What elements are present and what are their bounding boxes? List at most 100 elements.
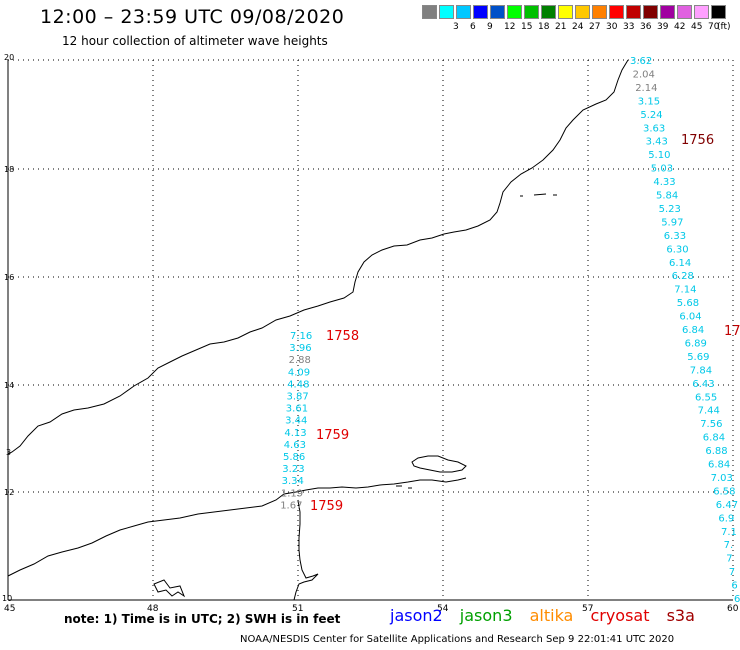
legend-tick-label: 9 [487,22,493,32]
swh-value: 2.04 [633,69,655,80]
lon-label: 54 [437,604,449,614]
african-coast [7,477,467,577]
lon-label: 51 [292,604,303,614]
swh-value: 5.03 [651,164,673,175]
swh-value: 4.33 [653,177,675,188]
legend-swatch [456,5,471,19]
swh-track-1758: 7.163.962.884.094.48 3.873.613.444.134.63… [280,331,312,511]
swh-value: 5.84 [656,191,678,202]
swh-value: 5.24 [640,110,662,121]
lat-label: 12 [4,488,14,497]
legend-swatch [643,5,658,19]
swh-value: 2.14 [635,83,657,94]
legend-tick-label: 15 [521,22,533,32]
track-time-1758: 1758 [326,329,359,344]
legend-swatch [558,5,573,19]
legend-tick-label: 24 [572,22,584,32]
swh-value: 6.14 [669,258,691,269]
sat-jason2: jason2 [390,606,443,625]
swh-value: 6.9 [718,513,734,524]
legend-swatch [626,5,641,19]
track-time-edge: 17 [724,324,740,339]
legend-swatch [711,5,726,19]
swh-value: 6.55 [695,392,717,403]
swh-value: 6.30 [666,244,688,255]
swh-value: 6.88 [705,446,727,457]
swh-value: 6.47 [716,500,738,511]
sat-s3a: s3a [666,606,695,625]
legend-swatch [609,5,624,19]
swh-value: 5.97 [661,217,683,228]
legend-swatch [439,5,454,19]
swh-value: 4.63 [284,440,306,451]
swh-track-1756: 3.62 2.04 2.14 3.15 5.24 3.63 3.43 5.10 5.03 4.33… [630,56,740,605]
sat-cryosat: cryosat [590,606,650,625]
socotra-island [411,455,467,473]
legend-swatch [473,5,488,19]
swh-value: 5.68 [677,298,699,309]
swh-value: 4.09 [288,367,310,378]
swh-value: 3.44 [285,416,307,427]
legend-tick-label: 70 [708,22,720,32]
sat-altika: altika [529,606,574,625]
track-time-1759: 1759 [310,499,343,514]
swh-value: 6.43 [692,379,714,390]
map-subtitle: 12 hour collection of altimeter wave hei… [62,34,328,48]
lon-label: 60 [727,604,739,614]
legend-tick-label: 42 [674,22,686,32]
swh-value: 7.56 [700,419,722,430]
swh-value: 4.48 [287,379,309,390]
swh-value: 7.03 [711,473,733,484]
swh-value: 7.84 [690,365,712,376]
swh-value: 7. [724,540,734,551]
legend-tick-label: 27 [589,22,601,32]
legend-tick-label: 6 [470,22,476,32]
legend-swatch [592,5,607,19]
swh-value: 3.63 [643,123,665,134]
swh-value: 6.04 [679,312,701,323]
swh-value: 2.88 [289,355,311,366]
satellite-legend: jason2 jason3 altika cryosat s3a [390,606,707,625]
swh-value: 3.34 [282,476,304,487]
lat-label: 20 [4,53,14,62]
arabian-coast [7,59,629,455]
swh-value: 6.84 [703,433,725,444]
sat-jason3: jason3 [459,606,513,625]
lat-label: 18 [4,165,14,174]
swh-value: 3.15 [638,96,660,107]
map-title: 12:00 – 23:59 UTC 09/08/2020 [40,6,345,28]
swh-value: 3.23 [282,464,304,475]
legend-swatch [677,5,692,19]
legend-tick-label: 12 [504,22,516,32]
swh-value: 7.44 [698,406,720,417]
legend-swatch [422,5,437,19]
swh-value: 7 [729,567,735,578]
lat-label: 14 [4,381,14,390]
swh-value: 7.1 [721,527,737,538]
latitude-labels: 20 18 16 14 12 10 3 [2,53,14,603]
lon-label: 45 [4,604,15,614]
legend-tick-label: 21 [555,22,567,32]
legend-swatch [541,5,556,19]
swh-value: 3.61 [286,404,308,415]
lon-label: 48 [147,604,159,614]
swh-value: 7 [726,554,732,565]
swh-value: 5.86 [283,452,305,463]
credit-line: NOAA/NESDIS Center for Satellite Applica… [240,634,675,645]
legend-tick-label: 45 [691,22,703,32]
legend-tick-label: 18 [538,22,550,32]
swh-value: 7.14 [674,285,696,296]
swh-value: 6.33 [664,231,686,242]
legend-tick-label: 33 [623,22,635,32]
legend-unit: (ft) [717,22,731,32]
footer-note: note: 1) Time is in UTC; 2) SWH is in fe… [64,612,341,626]
legend-swatch [490,5,505,19]
swh-value: 1.67 [280,500,302,511]
swh-value: 5.10 [648,150,670,161]
swh-value: 6.84 [708,460,730,471]
swh-value: 6 [734,594,740,605]
map-frame [7,60,733,601]
islet-2 [533,193,547,196]
swh-value: 6.28 [672,271,694,282]
